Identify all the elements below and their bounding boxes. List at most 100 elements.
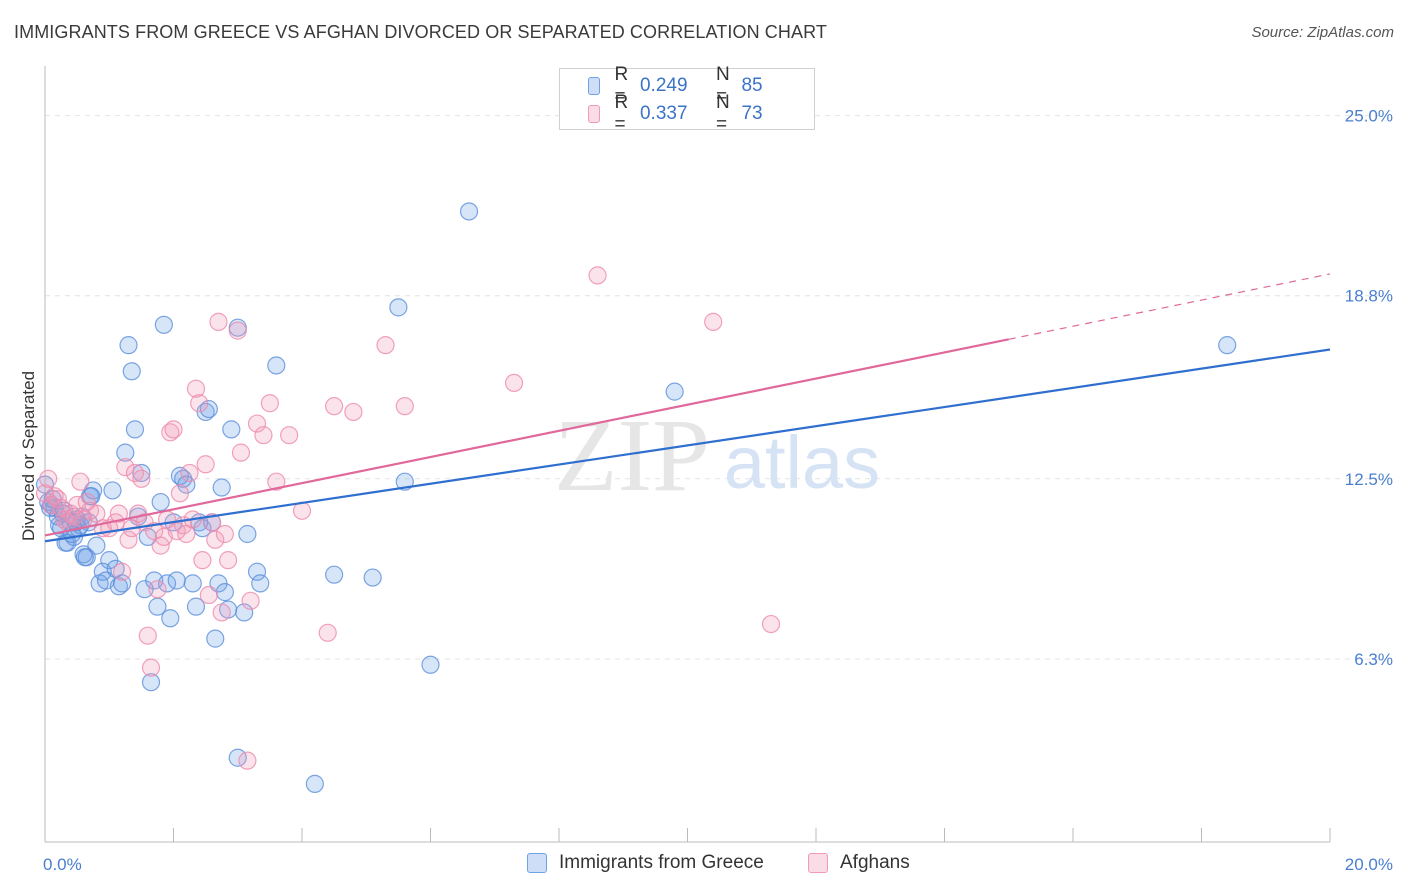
greece-point (325, 565, 344, 584)
greece-point (132, 463, 151, 483)
afghans-point (199, 585, 218, 605)
watermark-atlas: atlas (724, 421, 880, 504)
tick-labels: 6.3% 12.5% 18.8% 25.0% 0.0% 20.0% (43, 107, 1393, 874)
afghans-point (109, 504, 128, 523)
greece-point (199, 399, 218, 419)
series-legend: Immigrants from Greece Afghans (0, 852, 1406, 878)
afghans-point (260, 394, 279, 413)
afghans-point (215, 524, 234, 544)
afghans-point (504, 373, 524, 393)
series-afghans-points (35, 266, 781, 770)
afghans-point (64, 507, 84, 526)
greece-point (363, 568, 382, 587)
afghans-point (395, 397, 414, 416)
stats-legend-row-greece: R = 0.249 N = 85 (560, 64, 817, 107)
afghans-point (228, 321, 247, 340)
afghans-point (161, 423, 180, 442)
legend-label-greece: Immigrants from Greece (559, 852, 764, 873)
afghans-point (141, 658, 161, 677)
afghans-point (71, 472, 90, 491)
n-label: N = (715, 92, 730, 135)
y-tick-label: 6.3% (1354, 650, 1393, 669)
afghans-point (148, 580, 167, 599)
greece-point (206, 629, 225, 648)
afghans-point (164, 420, 183, 439)
greece-point (421, 655, 440, 674)
afghans-point (704, 312, 723, 331)
greece-point (222, 420, 241, 439)
legend-item-afghans[interactable]: Afghans (808, 852, 910, 874)
n-label: N = (715, 64, 730, 107)
afghans-point (170, 484, 190, 503)
afghans-point (190, 394, 209, 413)
afghans-point (238, 751, 257, 770)
afghans-point (138, 626, 157, 645)
greece-point (238, 524, 257, 544)
x-tick-label: 0.0% (43, 855, 82, 874)
y-tick-label: 12.5% (1345, 470, 1393, 489)
afghans-point (193, 551, 212, 570)
afghans-point (39, 469, 58, 488)
afghans-point (212, 603, 231, 622)
greece-point (109, 577, 128, 596)
greece-r-value: 0.249 (639, 75, 688, 96)
greece-point (186, 597, 206, 616)
afghans-point (132, 469, 151, 488)
greece-point (122, 362, 141, 381)
afghans-n-value: 73 (741, 103, 763, 124)
greece-point (665, 382, 684, 401)
greece-point (119, 336, 138, 355)
greece-point (167, 571, 186, 590)
y-tick-label: 18.8% (1345, 287, 1393, 306)
afghans-point (180, 463, 199, 483)
afghans-point (761, 614, 781, 634)
afghans-point (254, 426, 273, 445)
afghans-point (202, 513, 222, 532)
afghans-point (219, 551, 238, 570)
y-axis-label: Divorced or Separated (19, 371, 38, 541)
greece-point (125, 420, 145, 439)
chart-title: IMMIGRANTS FROM GREECE VS AFGHAN DIVORCE… (14, 22, 827, 42)
afghans-point (241, 591, 260, 610)
greece-point (389, 298, 408, 317)
greece-point (305, 774, 324, 793)
y-tick-label: 25.0% (1345, 107, 1393, 126)
greece-point (116, 443, 135, 462)
afghans-trend-extension (1008, 273, 1331, 340)
legend-item-greece[interactable]: Immigrants from Greece (527, 852, 764, 874)
r-label: R = (614, 92, 629, 135)
afghans-point (206, 530, 225, 549)
greece-point (141, 673, 161, 692)
r-label: R = (614, 64, 629, 107)
afghans-point (77, 492, 96, 512)
afghans-r-value: 0.337 (639, 103, 688, 124)
afghans-point (112, 562, 132, 581)
afghans-point (196, 455, 215, 474)
greece-point (267, 356, 286, 375)
afghans-point (344, 402, 363, 422)
greece-point (151, 492, 170, 512)
afghans-point (376, 336, 395, 355)
greece-point (75, 548, 94, 567)
stats-legend-row-afghans: R = 0.337 N = 73 (560, 92, 817, 135)
series-greece-points (35, 202, 1237, 793)
afghans-point (247, 414, 267, 433)
greece-point (251, 574, 270, 593)
greece-swatch (588, 77, 601, 95)
greece-point (215, 583, 234, 602)
afghans-point (209, 312, 228, 331)
x-tick-label: 20.0% (1345, 855, 1393, 874)
afghans-point (119, 530, 138, 549)
afghans-point (280, 426, 299, 445)
afghans-legend-swatch (808, 853, 828, 873)
afghans-swatch (588, 105, 601, 123)
afghans-point (186, 379, 206, 398)
greece-point (212, 478, 231, 497)
greece-point (1218, 336, 1237, 355)
grid-lines (45, 115, 1385, 660)
greece-point (459, 202, 479, 221)
greece-point (247, 562, 267, 581)
source-label: Source: ZipAtlas.com (1251, 24, 1394, 41)
afghans-point (231, 443, 251, 462)
